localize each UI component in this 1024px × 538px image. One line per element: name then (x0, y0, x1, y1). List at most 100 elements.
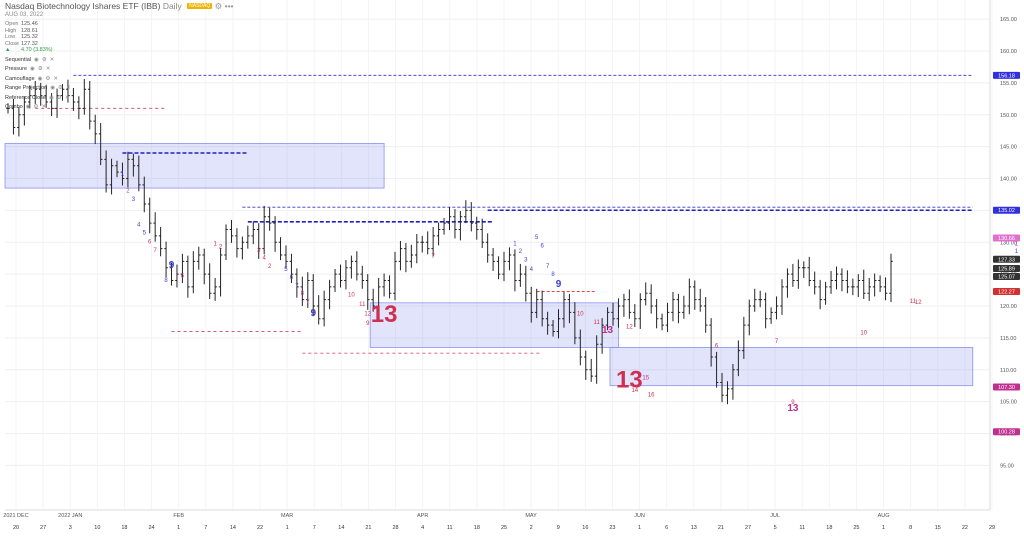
y-tick-label: 150.00 (1000, 113, 1017, 119)
gear-icon: ⚙ (58, 85, 63, 92)
price-label: 156.18 (998, 73, 1015, 79)
x-group-label: JUN (634, 513, 645, 519)
sequential-count: 2 (126, 189, 130, 195)
sequential-count: 13 (787, 403, 799, 414)
x-group-label: MAR (281, 513, 293, 519)
y-tick-label: 140.00 (1000, 177, 1017, 183)
indicator-list: Sequential ◉ ⚙ ✕ Pressure ◉ ⚙ ✕ Camouflage ◉ ⚙ ✕ … (5, 56, 234, 113)
gear-icon: ⚙ (56, 94, 62, 101)
sequential-count: 13 (602, 325, 614, 336)
indicator-camouflage[interactable]: Camouflage ◉ ⚙ ✕ (5, 75, 59, 82)
price-label-box (993, 288, 1020, 296)
x-tick-label: 22 (962, 525, 968, 531)
x-tick-label: 1 (286, 525, 289, 531)
sequential-count: 15 (642, 375, 649, 381)
ohlc-panel: Open 125.46 High 128.61 Low 125.32 Close 127… (5, 21, 234, 54)
y-tick-label: 105.00 (1000, 400, 1017, 406)
eye-icon: ◉ (37, 75, 43, 82)
ohlc-high: High 128.61 (5, 27, 38, 34)
sequential-count: 9 (310, 308, 316, 319)
sequential-count: 5 (143, 231, 147, 237)
eye-icon: ◉ (30, 66, 35, 73)
sequential-count: 6 (148, 240, 152, 246)
sequential-count: 16 (648, 393, 655, 399)
sequential-count: 14 (631, 388, 638, 394)
settings-icon[interactable]: ⚙ (214, 1, 223, 11)
x-tick-label: 27 (40, 525, 46, 531)
sequential-count: 2 (519, 249, 523, 255)
sequential-count: 10 (577, 312, 584, 318)
x-tick-label: 27 (745, 525, 751, 531)
x-tick-label: 3 (69, 525, 72, 531)
y-tick-label: 130.00 (1000, 240, 1017, 246)
x-tick-label: 13 (691, 525, 697, 531)
x-tick-label: 1 (177, 525, 180, 531)
indicator-sequential[interactable]: Sequential ◉ ⚙ ✕ (5, 56, 55, 63)
x-tick-label: 28 (392, 525, 398, 531)
x-tick-label: 8 (909, 525, 912, 531)
price-label-box (993, 428, 1020, 436)
x-tick-label: 16 (582, 525, 588, 531)
x-tick-label: 22 (257, 525, 263, 531)
y-tick-label: 145.00 (1000, 145, 1017, 151)
x-tick-label: 10 (94, 525, 100, 531)
x-tick-label: 11 (447, 525, 453, 531)
x-group-label: MAY (525, 513, 537, 519)
x-group-label: JUL (770, 513, 780, 519)
x-tick-label: 24 (148, 525, 154, 531)
sequential-count: 12 (364, 312, 371, 318)
chart-date: AUG 03, 2022 (5, 12, 44, 19)
chart-header: Nasdaq Biotechnology Ishares ETF (IBB) D… (5, 2, 234, 113)
x-tick-label: 20 (13, 525, 19, 531)
sequential-count: 9 (366, 321, 370, 327)
price-label-box (993, 206, 1020, 214)
indicator-combo[interactable]: Combo ◉ ⚙ ✕ (5, 104, 47, 111)
sequential-count: 6 (290, 275, 294, 281)
price-label: 130.66 (998, 236, 1015, 242)
x-tick-label: 21 (365, 525, 371, 531)
x-tick-label: 18 (121, 525, 127, 531)
x-group-label: AUG (878, 513, 890, 519)
ohlc-change: ▲ 4.70 (3.83%) (5, 47, 53, 54)
x-tick-label: 18 (474, 525, 480, 531)
indicator-range-projection[interactable]: Range Projection ◉ ⚙ ✕ (5, 85, 71, 92)
exchange-badge: NASDAQ (187, 3, 213, 10)
range-zone (609, 347, 974, 387)
x-group-label: FEB (173, 513, 184, 519)
sequential-count: 7 (546, 264, 550, 270)
sequential-count: 2 (219, 245, 223, 251)
close-icon: ✕ (53, 75, 59, 82)
price-label-box (993, 234, 1020, 242)
sequential-count: 13 (616, 367, 643, 394)
indicator-pressure[interactable]: Pressure ◉ ⚙ ✕ (5, 66, 51, 73)
sequential-count: 4 (263, 255, 267, 261)
y-tick-label: 120.00 (1000, 304, 1017, 310)
close-icon: ✕ (41, 104, 47, 111)
sequential-count: 8 (164, 278, 168, 284)
eye-icon: ◉ (25, 104, 31, 111)
x-tick-label: 11 (799, 525, 805, 531)
sequential-count: 8 (301, 291, 305, 297)
indicator-reference-close[interactable]: Reference Close ◉ ⚙ ✕ (5, 94, 70, 101)
price-label: 125.89 (998, 266, 1015, 272)
sequential-count: 10 (860, 331, 867, 337)
sequential-count: 5 (535, 235, 539, 241)
x-tick-label: 23 (609, 525, 615, 531)
gear-icon: ⚙ (45, 75, 51, 82)
price-label-box (993, 272, 1020, 280)
sequential-count: 10 (348, 292, 355, 298)
sequential-count: 11 (359, 302, 366, 308)
sequential-count: 4 (530, 267, 534, 273)
more-icon[interactable]: ••• (224, 1, 234, 11)
x-tick-label: 7 (313, 525, 316, 531)
y-tick-label: 155.00 (1000, 81, 1017, 87)
sequential-count: 13 (371, 301, 398, 328)
sequential-count: 4 (137, 222, 141, 228)
sequential-count: 6 (715, 343, 719, 349)
price-label: 122.27 (998, 290, 1015, 296)
x-tick-label: 15 (935, 525, 941, 531)
price-label: 135.02 (998, 208, 1015, 214)
close-icon: ✕ (45, 66, 51, 73)
x-tick-label: 1 (638, 525, 641, 531)
